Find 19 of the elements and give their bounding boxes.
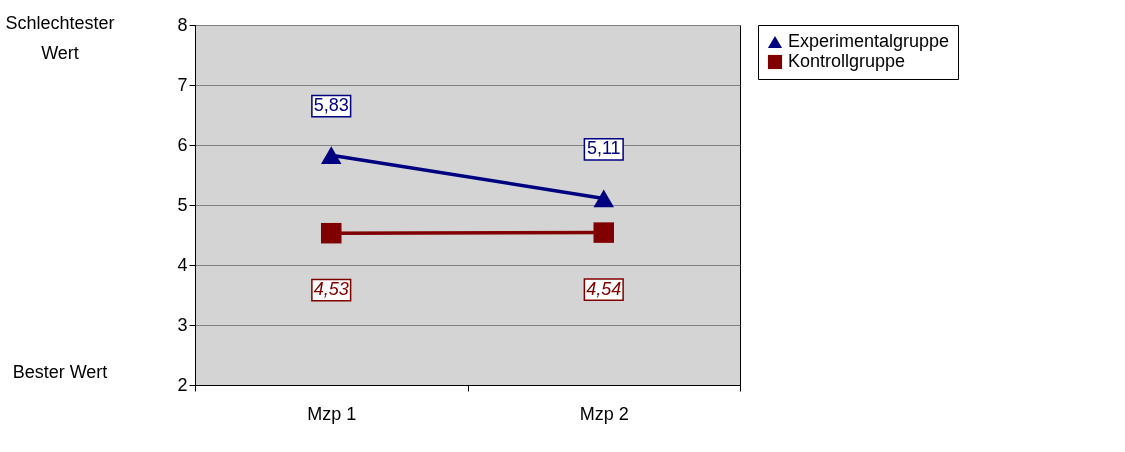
legend-label: Experimentalgruppe [788, 31, 950, 51]
y-tick-label: 5 [177, 194, 188, 215]
data-label: 4,54 [586, 278, 622, 299]
y-tick-label: 6 [177, 134, 188, 155]
y-tick-label: 3 [177, 314, 188, 335]
point [321, 222, 342, 244]
data-label: 4,53 [313, 279, 349, 300]
y-tick-label: 8 [177, 14, 188, 35]
y-tick-label: 4 [177, 254, 188, 275]
legend-label: Kontrollgruppe [788, 51, 906, 71]
text: Bester Wert [12, 362, 108, 382]
data-label: 5,11 [586, 138, 621, 159]
y-tick-label: 2 [177, 374, 188, 395]
y-tick-label: 7 [177, 74, 188, 95]
x-tick-label: Mzp 1 [307, 403, 357, 424]
x-tick-label: Mzp 2 [579, 403, 629, 424]
data-label: 5,83 [313, 95, 349, 116]
text: Schlechtester Wert [5, 13, 115, 63]
point [593, 222, 614, 243]
